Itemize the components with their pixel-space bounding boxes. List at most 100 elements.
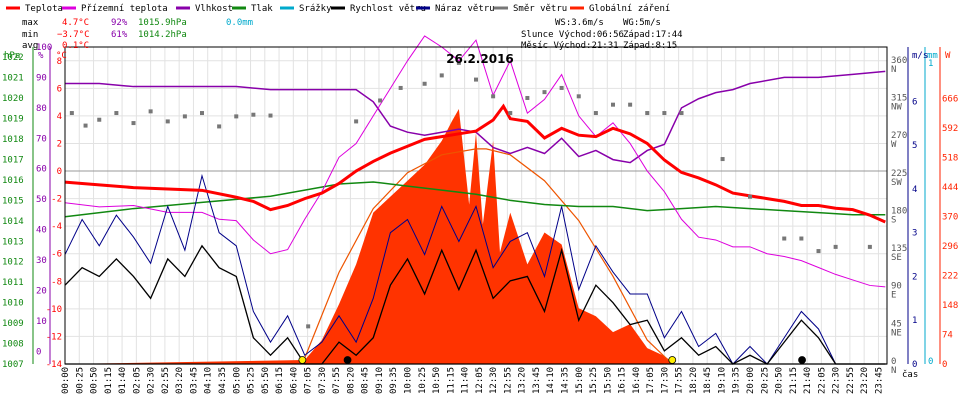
direction-tick-deg: 0	[891, 357, 896, 367]
radiation-tick: 148	[942, 301, 958, 311]
direction-tick-dir: SE	[891, 253, 902, 263]
temperature-tick: 6	[57, 84, 62, 94]
wind-dir-point	[69, 111, 74, 116]
chart-title: 26.2.2016	[446, 52, 514, 66]
info-moon-set: Západ:8:15	[623, 41, 677, 51]
humidity-tick: 80	[36, 104, 47, 114]
wind-dir-point	[217, 124, 222, 129]
wind-tick: 6	[912, 97, 917, 107]
temperature-tick: 8	[57, 57, 62, 67]
x-tick-label: 12:55	[503, 367, 513, 394]
x-tick-label: 07:05	[304, 367, 314, 394]
wind-dir-point	[474, 77, 478, 82]
x-tick-label: 07:55	[332, 367, 342, 394]
temperature-tick: -12	[46, 332, 62, 342]
stats-max-rain: 0.0mm	[226, 18, 253, 28]
x-tick-label: 12:30	[489, 367, 499, 394]
wind-dir-point	[645, 111, 650, 116]
axes-layer: 00:00 00:25 00:50 01:15 01:40 02:05 02:30 02:55…	[2, 43, 958, 394]
radiation-tick: 666	[942, 95, 958, 105]
x-tick-label: 23:45	[874, 367, 884, 394]
sun-moon-marker	[668, 356, 677, 364]
humidity-tick: 30	[36, 256, 47, 266]
x-tick-label: 11:15	[446, 367, 456, 394]
direction-tick-deg: 225	[891, 169, 907, 179]
rain-tick: 1	[928, 59, 933, 69]
x-tick-label: 16:40	[632, 367, 642, 394]
direction-tick-deg: 180	[891, 206, 907, 216]
x-tick-label: 20:50	[775, 367, 785, 394]
legend-label: Tlak	[251, 4, 273, 14]
stats-max-hum: 92%	[111, 18, 128, 28]
temperature-line	[64, 103, 886, 224]
pressure-tick: 1011	[2, 278, 24, 288]
stats-block: max 4.7°C 92% 1015.9hPa 0.0mm min −3.7°C…	[22, 18, 253, 51]
x-tick-label: 05:50	[261, 367, 271, 394]
x-tick-label: 18:45	[703, 367, 713, 394]
x-tick-label: 09:10	[375, 367, 385, 394]
wind-dir-point	[559, 85, 564, 90]
direction-tick-deg: 270	[891, 131, 907, 141]
wind-dir-point	[611, 102, 615, 107]
x-tick-label: 14:10	[546, 367, 556, 394]
wind-dir-point	[378, 98, 383, 103]
x-tick-label: 14:35	[560, 367, 570, 394]
x-tick-label: 01:40	[118, 367, 128, 394]
x-tick-label: 11:40	[461, 367, 471, 394]
pressure-tick: 1012	[2, 258, 24, 268]
direction-tick-deg: 135	[891, 244, 907, 254]
radiation-tick: 518	[942, 154, 958, 164]
x-tick-label: 18:20	[689, 367, 699, 394]
x-tick-label: 15:00	[575, 367, 585, 394]
direction-tick-dir: E	[891, 291, 896, 301]
x-tick-label: 19:35	[732, 367, 742, 394]
wind-dir-point	[83, 123, 88, 128]
legend-label: Vlhkost	[195, 4, 233, 14]
pressure-unit: hPa	[4, 51, 20, 61]
info-sun: Slunce Východ:06:56	[521, 30, 624, 40]
wind-unit: m/s	[912, 51, 928, 61]
radiation-tick: 592	[942, 124, 958, 134]
pressure-tick: 1021	[2, 74, 24, 84]
direction-tick-dir: N	[891, 366, 896, 376]
info-sun-set: Západ:17:44	[623, 30, 683, 40]
wind-dir-point	[491, 94, 496, 99]
wind-dir-point	[398, 85, 403, 90]
series-layer	[64, 35, 886, 365]
temperature-tick: 0	[57, 167, 62, 177]
humidity-tick: 50	[36, 195, 47, 205]
stats-max-label: max	[22, 18, 39, 28]
legend-label: Rychlost větru	[350, 4, 426, 14]
pressure-tick: 1018	[2, 135, 24, 145]
pressure-tick: 1007	[2, 360, 24, 370]
x-tick-label: 19:10	[717, 367, 727, 394]
stats-min-press: 1014.2hPa	[138, 30, 187, 40]
x-tick-label: 20:00	[746, 367, 756, 394]
x-tick-label: 22:30	[832, 367, 842, 394]
x-tick-label: 03:45	[189, 367, 199, 394]
x-tick-label: 06:15	[275, 367, 285, 394]
x-tick-label: 04:35	[218, 367, 228, 394]
radiation-area	[65, 109, 886, 364]
temperature-tick: 4	[57, 112, 62, 122]
x-tick-label: 22:05	[817, 367, 827, 394]
stats-min-temp: −3.7°C	[57, 30, 90, 40]
pressure-tick: 1013	[2, 237, 24, 247]
temperature-tick: -8	[51, 277, 62, 287]
wind-dir-point	[251, 112, 256, 117]
x-tick-label: 22:55	[846, 367, 856, 394]
x-tick-label: 03:20	[175, 367, 185, 394]
humidity-unit: %	[38, 51, 44, 61]
wind-tick: 1	[912, 316, 917, 326]
wind-tick: 4	[912, 185, 917, 195]
sun-curve	[301, 148, 673, 365]
x-tick-label: 21:15	[789, 367, 799, 394]
wind-gust-line	[64, 173, 886, 365]
radiation-tick: 370	[942, 213, 958, 223]
x-tick-label: 15:25	[589, 367, 599, 394]
stats-min-hum: 61%	[111, 30, 128, 40]
pressure-tick: 1008	[2, 340, 24, 350]
pressure-tick: 1020	[2, 94, 24, 104]
x-tick-label: 02:55	[161, 367, 171, 394]
pressure-tick: 1010	[2, 299, 24, 309]
